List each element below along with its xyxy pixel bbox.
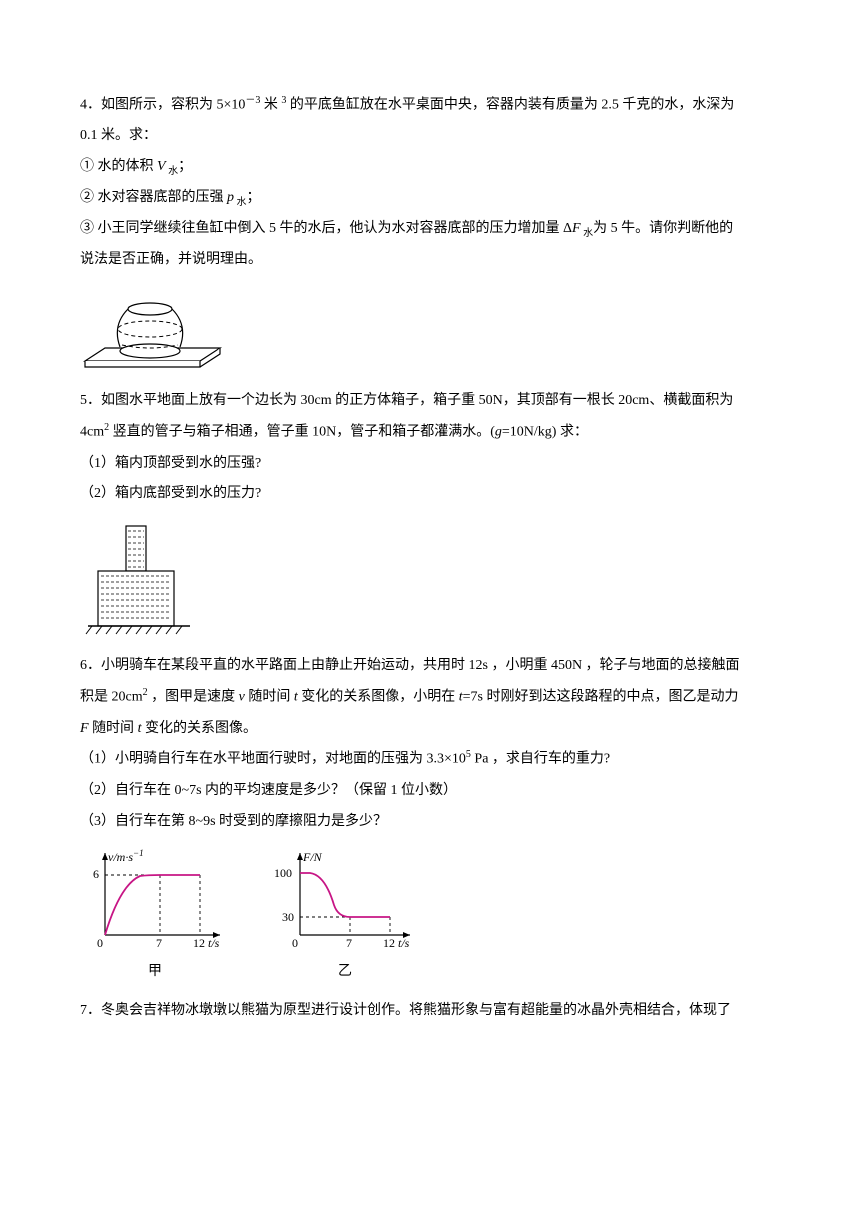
c1-ymax: 6 [93, 867, 99, 881]
q7-text: 7．冬奥会吉祥物冰墩墩以熊猫为原型进行设计创作。将熊猫形象与富有超能量的冰晶外壳… [80, 996, 780, 1027]
q5-line2: 4cm2 竖直的管子与箱子相通，管子重 10N，管子和箱子都灌满水。(g=10N… [80, 417, 780, 448]
c2-x1: 7 [346, 936, 352, 950]
c2-ylabel: F/N [302, 850, 323, 864]
chart-yi: 100 30 0 7 12 t/s F/N 乙 [270, 845, 420, 988]
q6-item1: （1）小明骑自行车在水平地面行驶时，对地面的压强为 3.3×105 Pa ，求自… [80, 744, 780, 775]
q6-l2-d: 变化的关系图像，小明在 [298, 690, 459, 705]
q6-l2-c: 随时间 [245, 690, 294, 705]
q4-text-a: 如图所示，容积为 5×10 [101, 98, 245, 113]
q6-l3-a: 随时间 [89, 721, 138, 736]
q4-item1: ① 水的体积 V 水； [80, 152, 780, 183]
q5-l2-c: =10N/kg) 求： [502, 425, 588, 440]
c1-x2: 12 [193, 936, 205, 950]
q5-figure [80, 518, 780, 643]
q6-l3-b: 变化的关系图像。 [141, 721, 257, 736]
chart-jia: 6 0 7 12 t/s v/m·s−1 甲 [80, 845, 230, 988]
q5-text-a: 如图水平地面上放有一个边长为 30cm 的正方体箱子，箱子重 50N，其顶部有一… [101, 393, 733, 408]
q4-i3-sub: 水 [581, 228, 594, 239]
q6-l2-a: 积是 20cm [80, 690, 143, 705]
q4-exp1: －3 [245, 95, 260, 106]
q6-text-a: 小明骑车在某段平直的水平路面上由静止开始运动，共用时 12s ，小明重 450N… [101, 658, 740, 673]
c2-origin: 0 [292, 936, 298, 950]
q7-number: 7． [80, 1003, 101, 1018]
q4-text-c: 的平底鱼缸放在水平桌面中央，容器内装有质量为 2.5 千克的水，水深为 [286, 98, 734, 113]
q6-l3-var: F [80, 721, 89, 736]
c2-y1: 100 [274, 866, 292, 880]
q6-i1-a: （1）小明骑自行车在水平地面行驶时，对地面的压强为 3.3×10 [80, 752, 466, 767]
c2-y2: 30 [282, 910, 294, 924]
q4-i1-var: V [157, 159, 166, 174]
q6-i1-b: Pa ，求自行车的重力? [471, 752, 610, 767]
q5-l2-a: 4cm [80, 425, 104, 440]
c1-origin: 0 [97, 936, 103, 950]
q4-i3-b: 为 5 牛。请你判断他的 [593, 221, 733, 236]
question-7: 7．冬奥会吉祥物冰墩墩以熊猫为原型进行设计创作。将熊猫形象与富有超能量的冰晶外壳… [80, 996, 780, 1027]
question-4: 4．如图所示，容积为 5×10－3 米 3 的平底鱼缸放在水平桌面中央，容器内装… [80, 90, 780, 378]
q6-l2-b: ，图甲是速度 [148, 690, 239, 705]
c1-xlabel: t/s [208, 936, 220, 950]
q4-i1-end: ； [178, 159, 192, 174]
q5-number: 5． [80, 393, 101, 408]
q4-i1-a: ① 水的体积 [80, 159, 157, 174]
q6-number: 6． [80, 658, 101, 673]
chart-yi-caption: 乙 [338, 957, 352, 988]
q4-item3: ③ 小王同学继续往鱼缸中倒入 5 牛的水后，他认为水对容器底部的压力增加量 ΔF… [80, 214, 780, 245]
c2-xlabel: t/s [398, 936, 410, 950]
q6-item2: （2）自行车在 0~7s 内的平均速度是多少？（保留 1 位小数） [80, 776, 780, 807]
chart-jia-caption: 甲 [148, 957, 162, 988]
q4-i2-end: ； [247, 190, 261, 205]
q4-i2-var: p [227, 190, 234, 205]
question-6: 6．小明骑车在某段平直的水平路面上由静止开始运动，共用时 12s ，小明重 45… [80, 651, 780, 988]
svg-text:v/m·s−1: v/m·s−1 [108, 848, 144, 864]
q5-intro: 5．如图水平地面上放有一个边长为 30cm 的正方体箱子，箱子重 50N，其顶部… [80, 386, 780, 417]
q4-i3-var: F [572, 221, 581, 236]
q6-charts: 6 0 7 12 t/s v/m·s−1 甲 [80, 845, 780, 988]
q4-line2: 0.1 米。求： [80, 121, 780, 152]
q4-item2: ② 水对容器底部的压强 p 水； [80, 183, 780, 214]
q4-number: 4． [80, 98, 101, 113]
question-5: 5．如图水平地面上放有一个边长为 30cm 的正方体箱子，箱子重 50N，其顶部… [80, 386, 780, 643]
c2-x2: 12 [383, 936, 395, 950]
q7-body: 冬奥会吉祥物冰墩墩以熊猫为原型进行设计创作。将熊猫形象与富有超能量的冰晶外壳相结… [101, 1003, 731, 1018]
q6-line2: 积是 20cm2 ，图甲是速度 v 随时间 t 变化的关系图像，小明在 t=7s… [80, 682, 780, 713]
q6-line3: F 随时间 t 变化的关系图像。 [80, 714, 780, 745]
c1-x1: 7 [156, 936, 162, 950]
q4-figure [80, 283, 780, 378]
c1-ylabel: v/m·s [108, 850, 133, 864]
q5-item2: （2）箱内底部受到水的压力? [80, 479, 780, 510]
q4-i2-sub: 水 [234, 197, 247, 208]
q4-i1-sub: 水 [166, 166, 179, 177]
q4-text-b: 米 [260, 98, 281, 113]
q6-intro: 6．小明骑车在某段平直的水平路面上由静止开始运动，共用时 12s ，小明重 45… [80, 651, 780, 682]
q4-intro: 4．如图所示，容积为 5×10－3 米 3 的平底鱼缸放在水平桌面中央，容器内装… [80, 90, 780, 121]
q5-l2-b: 竖直的管子与箱子相通，管子重 10N，管子和箱子都灌满水。( [109, 425, 495, 440]
q4-item3-line2: 说法是否正确，并说明理由。 [80, 245, 780, 276]
q6-l2-e: =7s 时刚好到达这段路程的中点，图乙是动力 [463, 690, 739, 705]
q4-i2-a: ② 水对容器底部的压强 [80, 190, 227, 205]
q5-item1: （1）箱内顶部受到水的压强? [80, 449, 780, 480]
q6-item3: （3）自行车在第 8~9s 时受到的摩擦阻力是多少？ [80, 807, 780, 838]
q5-l2-var: g [495, 425, 502, 440]
q4-i3-a: ③ 小王同学继续往鱼缸中倒入 5 牛的水后，他认为水对容器底部的压力增加量 Δ [80, 221, 572, 236]
c1-ylabel-sup: −1 [133, 848, 144, 858]
